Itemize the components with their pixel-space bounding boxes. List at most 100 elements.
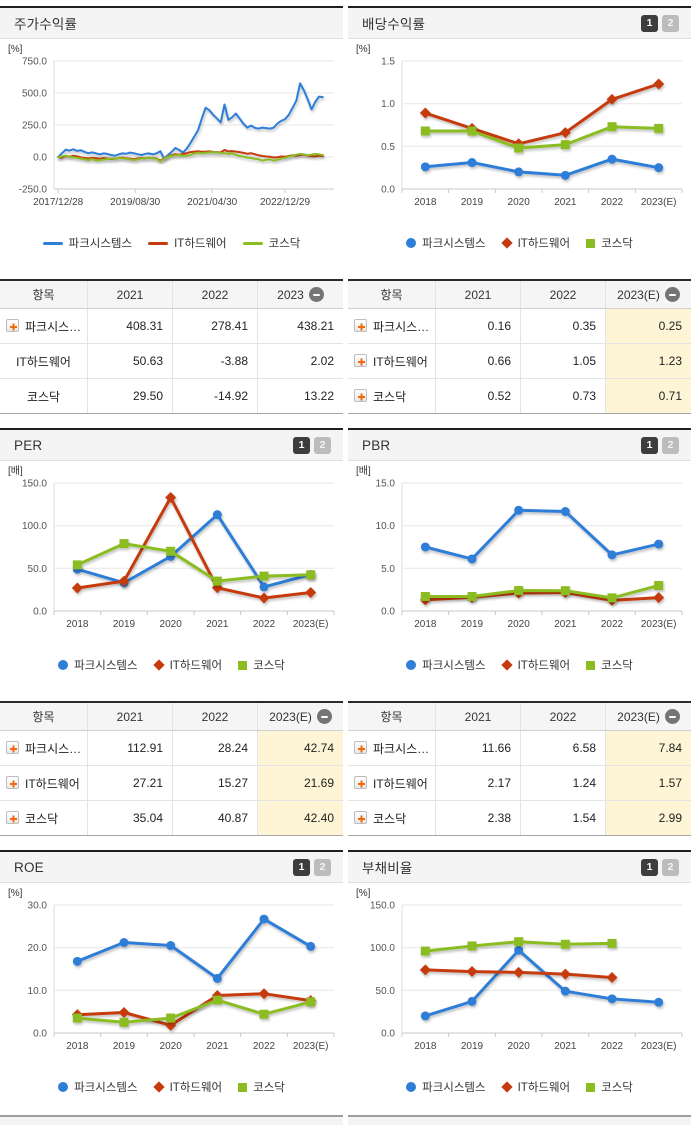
series-red bbox=[419, 964, 618, 984]
legend-item[interactable]: 파크시스템스 bbox=[406, 1079, 486, 1095]
legend-item[interactable]: 코스닥 bbox=[586, 1079, 633, 1095]
legend-item[interactable]: 파크시스템스 bbox=[42, 235, 132, 251]
svg-text:500.0: 500.0 bbox=[22, 89, 47, 100]
pager-button-1[interactable]: 1 bbox=[293, 436, 310, 454]
cell-value: 0.73 bbox=[572, 389, 596, 403]
legend-item[interactable]: IT하드웨어 bbox=[500, 235, 570, 251]
expand-row-button[interactable] bbox=[354, 811, 367, 824]
value-cell: 278.41 bbox=[173, 309, 258, 343]
cell-value: 50.63 bbox=[132, 354, 163, 368]
row-label-cell: 코스닥 bbox=[348, 379, 436, 413]
svg-text:30.0: 30.0 bbox=[28, 901, 48, 912]
legend-marker-circle-icon bbox=[58, 1082, 69, 1092]
svg-text:50.0: 50.0 bbox=[28, 564, 48, 575]
header-cell: 항목 bbox=[0, 281, 88, 308]
header-label: 항목 bbox=[32, 288, 55, 302]
svg-text:2022/12/29: 2022/12/29 bbox=[260, 197, 310, 208]
series-green bbox=[57, 151, 324, 163]
value-cell: -14.92 bbox=[173, 379, 258, 413]
chart-title-debt-ratio: 부채비율 bbox=[362, 861, 413, 876]
svg-text:15.0: 15.0 bbox=[376, 479, 396, 490]
header-label: 2022 bbox=[201, 287, 229, 302]
legend-marker-diamond-icon bbox=[152, 659, 165, 671]
value-cell: 0.73 bbox=[521, 379, 606, 413]
svg-text:2018: 2018 bbox=[414, 619, 437, 630]
expand-row-button[interactable] bbox=[354, 389, 367, 402]
expand-row-button[interactable] bbox=[354, 319, 367, 332]
debt-ratio-plot: [%] 150.0 100.0 50.0 0.0 2018 2019 2020 2021 2022… bbox=[356, 888, 683, 1052]
chart-card-per: PER 1 2 [배] 150.0 100.0 50.0 0.0 2018 2019 2020… bbox=[0, 428, 343, 677]
legend-item[interactable]: 코스닥 bbox=[586, 657, 633, 673]
expand-row-button[interactable] bbox=[6, 776, 19, 789]
legend-item[interactable]: IT하드웨어 bbox=[500, 1079, 570, 1095]
legend-item[interactable]: 코스닥 bbox=[586, 235, 633, 251]
pager-button-1[interactable]: 1 bbox=[641, 436, 658, 454]
cell-value: 0.52 bbox=[487, 389, 511, 403]
legend-item[interactable]: 파크시스템스 bbox=[58, 657, 138, 673]
value-cell: -3.88 bbox=[173, 344, 258, 378]
pager-button-1[interactable]: 1 bbox=[293, 858, 310, 876]
expand-row-button[interactable] bbox=[354, 776, 367, 789]
minus-icon bbox=[312, 293, 320, 296]
pager-button-1[interactable]: 1 bbox=[641, 14, 658, 32]
legend-item[interactable]: 코스닥 bbox=[242, 235, 300, 251]
expand-row-button[interactable] bbox=[6, 741, 19, 754]
chart-legend: 파크시스템스 IT하드웨어 코스닥 bbox=[0, 231, 343, 255]
chart-header-price-return: 주가수익률 bbox=[0, 8, 343, 39]
legend-item[interactable]: IT하드웨어 bbox=[152, 1079, 222, 1095]
header-cell: 2021 bbox=[436, 281, 521, 308]
cell-value: 1.54 bbox=[572, 811, 596, 825]
cell-value: 0.25 bbox=[658, 319, 682, 333]
svg-text:2022: 2022 bbox=[601, 197, 624, 208]
collapse-column-button[interactable] bbox=[308, 287, 324, 302]
collapse-column-button[interactable] bbox=[664, 709, 680, 724]
collapse-column-button[interactable] bbox=[316, 709, 332, 724]
legend-item[interactable]: 파크시스템스 bbox=[58, 1079, 138, 1095]
chart-view-pager: 1 2 bbox=[641, 14, 679, 32]
cell-value: 1.05 bbox=[572, 354, 596, 368]
cell-value: 29.50 bbox=[132, 389, 163, 403]
legend-item[interactable]: 파크시스템스 bbox=[406, 657, 486, 673]
pager-button-2[interactable]: 2 bbox=[662, 858, 679, 876]
legend-item[interactable]: IT하드웨어 bbox=[148, 235, 227, 251]
svg-text:2019/08/30: 2019/08/30 bbox=[110, 197, 160, 208]
cell-value: 27.21 bbox=[132, 776, 163, 790]
expand-row-button[interactable] bbox=[354, 354, 367, 367]
svg-text:2020: 2020 bbox=[508, 1041, 531, 1052]
expand-row-button[interactable] bbox=[354, 741, 367, 754]
svg-text:2019: 2019 bbox=[461, 197, 484, 208]
pager-button-2[interactable]: 2 bbox=[314, 858, 331, 876]
legend-item[interactable]: IT하드웨어 bbox=[500, 657, 570, 673]
chart-card-dividend-yield: 배당수익률 1 2 [%] 1.5 1.0 0.5 0.0 2018 2019 2020 202… bbox=[348, 6, 691, 255]
chart-title-pbr: PBR bbox=[362, 437, 391, 453]
svg-text:2020: 2020 bbox=[160, 1041, 183, 1052]
value-cell: 408.31 bbox=[88, 309, 173, 343]
cell-value: 40.87 bbox=[217, 811, 248, 825]
pager-button-2[interactable]: 2 bbox=[314, 436, 331, 454]
minus-icon bbox=[320, 715, 328, 718]
legend-item[interactable]: 파크시스템스 bbox=[406, 235, 486, 251]
svg-text:0.0: 0.0 bbox=[381, 607, 395, 618]
header-cell: 항목 bbox=[0, 703, 88, 730]
chart-header-pbr: PBR 1 2 bbox=[348, 430, 691, 461]
expand-row-button[interactable] bbox=[6, 319, 19, 332]
pager-button-2[interactable]: 2 bbox=[662, 14, 679, 32]
svg-text:20.0: 20.0 bbox=[28, 943, 48, 954]
chart-view-pager: 1 2 bbox=[641, 858, 679, 876]
row-label-cell: 파크시스… bbox=[0, 731, 88, 765]
value-cell: 0.16 bbox=[436, 309, 521, 343]
header-cell: 2022 bbox=[173, 281, 258, 308]
pager-button-1[interactable]: 1 bbox=[641, 858, 658, 876]
header-cell: 2023(E) bbox=[606, 281, 691, 308]
value-cell: 35.04 bbox=[88, 801, 173, 835]
legend-item[interactable]: IT하드웨어 bbox=[152, 657, 222, 673]
value-cell: 2.17 bbox=[436, 766, 521, 800]
collapse-column-button[interactable] bbox=[664, 287, 680, 302]
value-cell: 0.66 bbox=[436, 344, 521, 378]
expand-row-button[interactable] bbox=[6, 811, 19, 824]
legend-item[interactable]: 코스닥 bbox=[238, 1079, 285, 1095]
value-cell: 1.23 bbox=[606, 344, 691, 378]
pager-button-2[interactable]: 2 bbox=[662, 436, 679, 454]
legend-item[interactable]: 코스닥 bbox=[238, 657, 285, 673]
cell-value: 0.16 bbox=[487, 319, 511, 333]
